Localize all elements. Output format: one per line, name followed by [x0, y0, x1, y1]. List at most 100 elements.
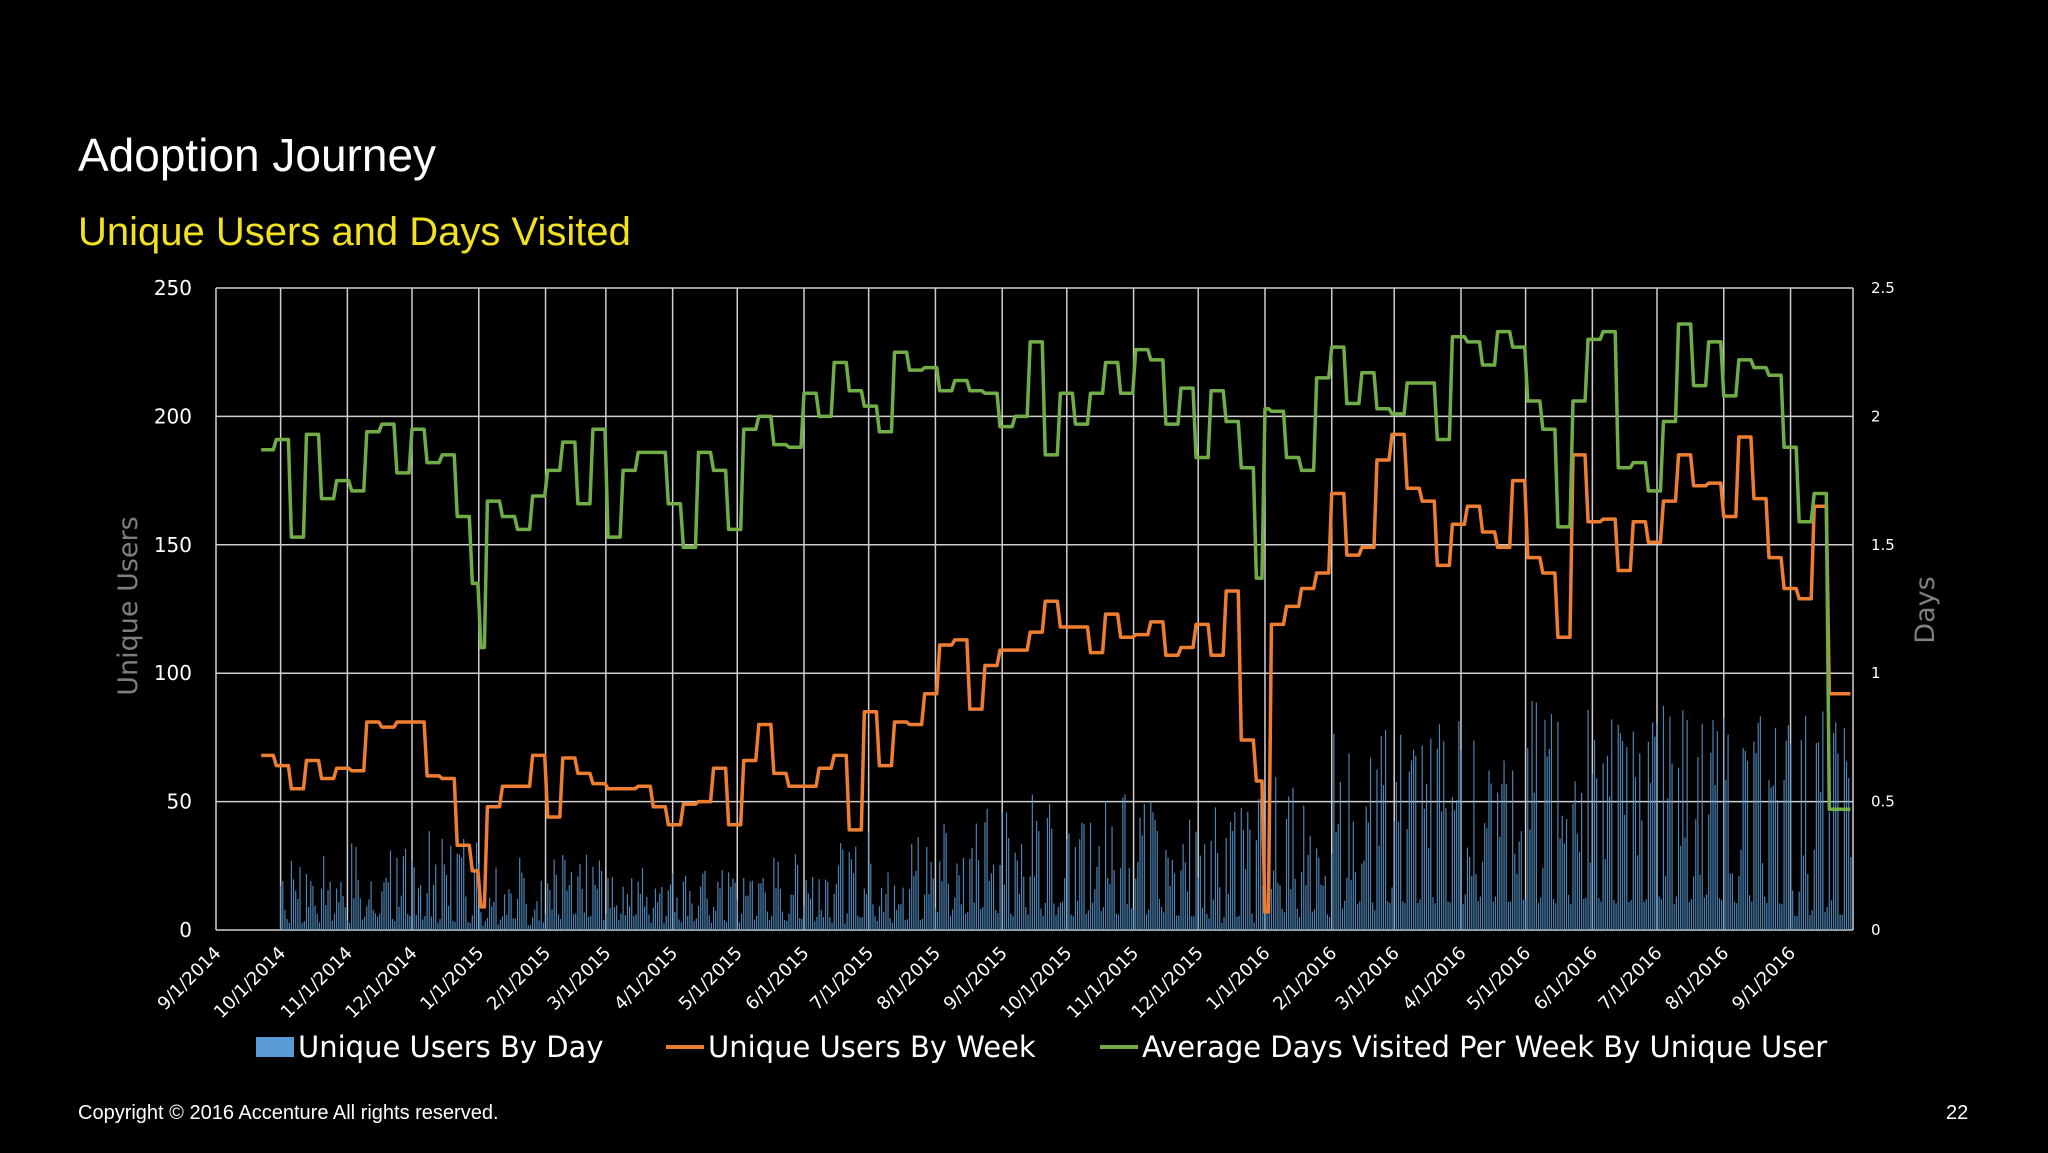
daily-bar — [896, 909, 898, 930]
daily-bar — [1234, 811, 1236, 930]
daily-bar — [469, 922, 471, 930]
left-tick-label: 200 — [154, 404, 192, 428]
daily-bar — [620, 913, 622, 930]
daily-bar — [689, 890, 691, 930]
daily-bar — [1376, 769, 1378, 930]
daily-bar — [656, 902, 659, 930]
daily-bar — [295, 890, 297, 930]
daily-bar — [512, 918, 514, 930]
x-tick-label: 4/1/2016 — [1399, 943, 1471, 1015]
daily-bar — [1699, 874, 1701, 930]
daily-bar — [1684, 837, 1686, 930]
daily-bar — [370, 881, 372, 930]
slide-title: Adoption Journey — [78, 129, 437, 181]
daily-bar — [402, 856, 404, 930]
daily-bar — [706, 898, 708, 930]
daily-bar — [792, 894, 794, 930]
daily-bar — [745, 895, 747, 930]
daily-bar — [1107, 877, 1109, 930]
daily-bar — [532, 917, 534, 930]
daily-bar — [501, 916, 504, 930]
x-tick-label: 2/1/2015 — [483, 943, 555, 1015]
daily-bar — [1490, 783, 1492, 930]
daily-bar — [1783, 779, 1785, 930]
daily-bar — [846, 913, 848, 930]
daily-bar — [374, 913, 376, 930]
daily-bar — [480, 912, 482, 930]
daily-bar — [725, 921, 728, 930]
daily-bar — [654, 888, 656, 930]
daily-bar — [1768, 780, 1770, 930]
daily-bar — [995, 910, 997, 930]
daily-bar — [1484, 823, 1486, 930]
daily-bar — [1598, 898, 1600, 930]
daily-bar — [385, 877, 387, 930]
daily-bar — [872, 904, 874, 930]
daily-bar — [292, 879, 295, 930]
daily-bar — [288, 922, 290, 930]
right-axis-ticks: 0 0.5 1 1.5 2 2.5 — [1871, 279, 1895, 939]
daily-bar — [906, 919, 909, 930]
daily-bar — [572, 914, 575, 930]
daily-bar — [1527, 748, 1529, 930]
daily-bar — [1132, 909, 1135, 930]
daily-bar — [1087, 910, 1089, 930]
daily-bar — [1260, 798, 1262, 930]
daily-bar — [917, 837, 919, 930]
daily-bar — [1449, 902, 1451, 930]
daily-bar — [346, 919, 348, 930]
daily-bar — [648, 914, 650, 930]
daily-bar — [1298, 917, 1301, 930]
daily-bar — [338, 902, 340, 930]
daily-bar — [818, 879, 820, 930]
daily-bar — [1845, 761, 1848, 930]
daily-bar — [1076, 900, 1079, 930]
daily-bar — [325, 905, 327, 930]
daily-bar — [1817, 742, 1820, 930]
daily-bar — [1406, 829, 1408, 930]
daily-bar — [719, 888, 721, 930]
daily-bar — [682, 881, 684, 930]
daily-bar — [936, 912, 939, 930]
daily-bar — [1057, 906, 1059, 930]
daily-bar — [837, 865, 840, 930]
daily-bar — [1494, 896, 1497, 930]
daily-bar — [684, 875, 687, 930]
daily-bar — [282, 881, 284, 930]
daily-bar — [1417, 902, 1419, 930]
daily-bar — [865, 894, 868, 930]
daily-bar — [1772, 785, 1774, 930]
x-tick-label: 1/1/2015 — [416, 943, 488, 1015]
daily-bar — [956, 863, 958, 930]
daily-bar — [1738, 875, 1740, 930]
daily-bar — [1641, 820, 1643, 930]
daily-bar — [820, 909, 822, 930]
daily-bar — [318, 922, 320, 930]
daily-bar — [1270, 888, 1273, 930]
daily-bar — [1540, 897, 1542, 930]
daily-bar — [1012, 916, 1014, 930]
daily-bar — [1453, 810, 1456, 930]
x-tick-label: 6/1/2015 — [742, 943, 814, 1015]
daily-bar — [1290, 889, 1292, 930]
daily-bar — [488, 897, 491, 930]
daily-bar — [1171, 859, 1173, 930]
daily-bar — [1154, 819, 1156, 930]
daily-bar — [443, 864, 445, 930]
daily-bar — [1568, 895, 1570, 930]
daily-bar — [1262, 885, 1264, 930]
daily-bar — [977, 860, 980, 930]
daily-bar — [1300, 871, 1303, 930]
daily-bar — [1626, 747, 1628, 930]
daily-bar — [1438, 724, 1441, 930]
right-tick-label: 1 — [1871, 664, 1881, 682]
daily-bar — [1395, 781, 1397, 930]
daily-bar — [1350, 880, 1352, 930]
x-tick-label: 6/1/2016 — [1530, 943, 1602, 1015]
daily-bar — [1275, 776, 1277, 930]
daily-bar — [1126, 904, 1128, 930]
daily-bar — [1163, 912, 1165, 930]
daily-bar — [898, 904, 900, 930]
daily-bar — [1710, 752, 1712, 930]
